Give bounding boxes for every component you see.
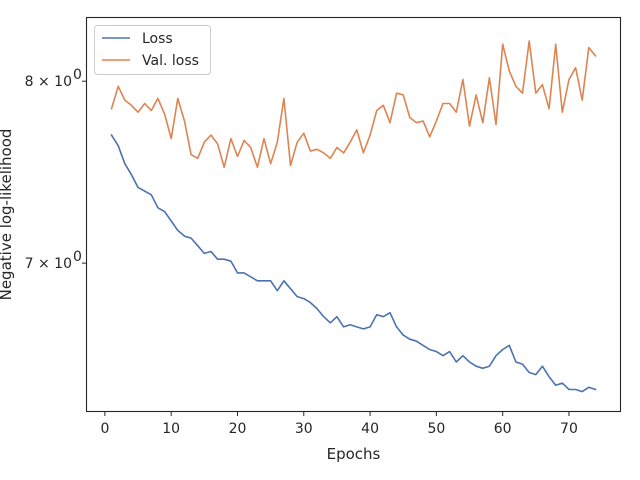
y-tick-exponent: 0 bbox=[73, 249, 82, 265]
y-tick-label: 8 × 10 bbox=[25, 74, 72, 90]
x-tick-label: 0 bbox=[100, 421, 109, 437]
y-tick-label: 7 × 10 bbox=[25, 256, 72, 272]
y-tick-exponent: 0 bbox=[73, 67, 82, 83]
x-tick-label: 20 bbox=[229, 421, 247, 437]
x-tick-label: 70 bbox=[560, 421, 578, 437]
x-tick-label: 40 bbox=[361, 421, 379, 437]
x-axis: 0 10 20 30 40 50 60 70 bbox=[100, 411, 578, 437]
legend-label-val-loss: Val. loss bbox=[142, 53, 199, 69]
x-tick-label: 10 bbox=[162, 421, 180, 437]
x-axis-label: Epochs bbox=[327, 445, 381, 463]
x-tick-label: 60 bbox=[494, 421, 512, 437]
y-axis: 7 × 10 08 × 10 0 bbox=[25, 67, 87, 272]
legend: Loss Val. loss bbox=[94, 25, 211, 75]
plot-frame bbox=[85, 16, 622, 413]
series-line-val-loss bbox=[110, 40, 597, 169]
x-tick-label: 50 bbox=[427, 421, 445, 437]
x-tick-label: 30 bbox=[295, 421, 313, 437]
legend-label-loss: Loss bbox=[142, 31, 173, 47]
series-line-loss bbox=[110, 133, 597, 393]
y-axis-label: Negative log-likelihood bbox=[0, 129, 15, 301]
series-layer bbox=[110, 40, 597, 393]
